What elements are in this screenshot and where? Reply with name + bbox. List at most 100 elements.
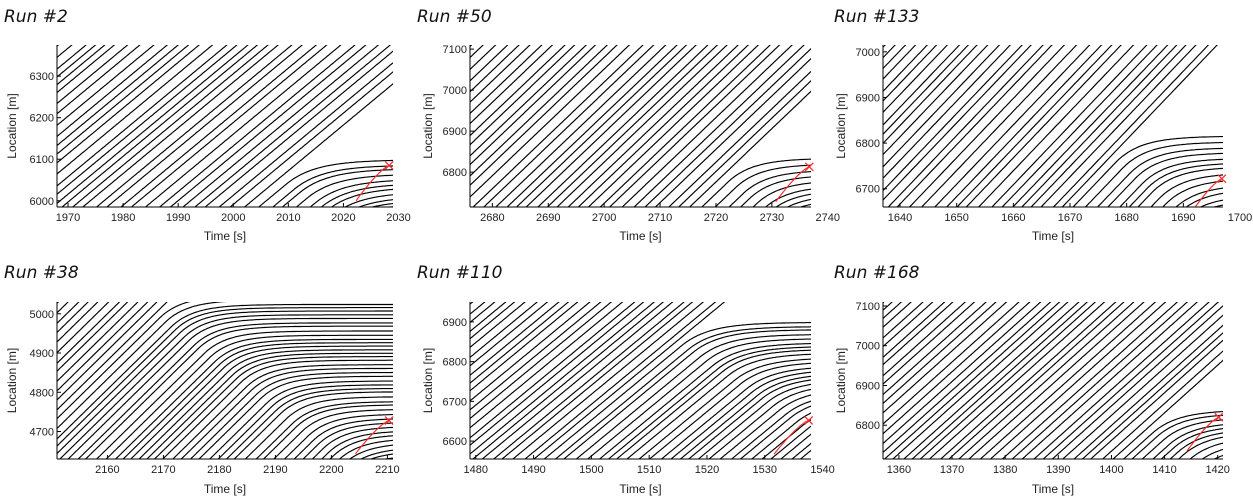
vehicle-trajectory	[138, 349, 393, 459]
vehicle-trajectory	[57, 302, 121, 365]
vehicle-trajectory	[688, 90, 811, 207]
vehicle-trajectory	[883, 45, 917, 80]
vehicle-trajectory	[1062, 314, 1223, 459]
y-tick-label: 6200	[30, 113, 54, 125]
vehicle-trajectory	[120, 45, 318, 207]
vehicle-trajectory	[883, 45, 1032, 201]
y-tick-label: 7100	[443, 44, 467, 56]
vehicle-trajectory	[633, 45, 805, 207]
vehicle-trajectory	[1189, 442, 1223, 459]
vehicle-trajectory	[57, 45, 180, 147]
x-tick-label: 1410	[1152, 464, 1176, 476]
vehicle-trajectory	[1096, 147, 1223, 207]
vehicle-trajectory	[105, 334, 393, 459]
vehicle-trajectory	[1152, 424, 1223, 459]
x-tick-label: 1360	[887, 464, 911, 476]
vehicle-trajectory	[687, 379, 811, 459]
vehicle-trajectory	[587, 45, 760, 207]
vehicle-trajectory	[295, 174, 393, 207]
crash-marker	[804, 415, 814, 425]
vehicle-trajectory	[470, 45, 554, 125]
x-tick-label: 1640	[888, 212, 912, 224]
vehicle-trajectory	[977, 45, 1135, 207]
vehicle-trajectory	[470, 302, 526, 349]
vehicle-trajectory	[1175, 187, 1223, 207]
vehicle-trajectory	[281, 169, 393, 207]
vehicle-trajectory	[470, 302, 570, 384]
vehicle-trajectory	[567, 45, 739, 207]
vehicle-trajectory	[1213, 454, 1223, 459]
vehicle-trajectory	[158, 45, 356, 207]
vehicle-trajectory	[129, 345, 393, 459]
vehicle-trajectory	[1030, 45, 1187, 207]
x-tick-label: 2200	[319, 464, 343, 476]
vehicle-trajectory	[161, 359, 393, 459]
x-tick-label: 2180	[207, 464, 231, 476]
vehicle-trajectory	[57, 303, 393, 440]
plot-area	[57, 302, 393, 459]
vehicle-trajectory	[470, 302, 613, 420]
x-tick-label: 1530	[753, 464, 777, 476]
vehicle-trajectory	[599, 45, 771, 207]
vehicle-trajectory	[1199, 199, 1223, 207]
vehicle-trajectory	[798, 203, 811, 207]
x-tick-label: 1400	[1099, 464, 1123, 476]
vehicle-trajectory	[546, 45, 719, 207]
vehicle-trajectory	[958, 302, 1135, 459]
x-tick-label: 1660	[1001, 212, 1025, 224]
x-tick-label: 1650	[944, 212, 968, 224]
vehicle-trajectory	[204, 50, 393, 207]
x-tick-label: 2020	[331, 212, 355, 224]
vehicle-trajectory	[668, 70, 811, 207]
vehicle-trajectory	[1150, 174, 1223, 207]
vehicle-trajectory	[57, 302, 129, 373]
vehicle-trajectory	[934, 45, 1091, 207]
vehicle-trajectory	[57, 302, 191, 420]
vehicle-trajectory	[883, 45, 961, 126]
vehicle-trajectory	[172, 364, 393, 459]
vehicle-trajectory	[1107, 152, 1223, 207]
vehicle-trajectory	[1169, 432, 1223, 459]
vehicle-trajectory	[1177, 436, 1223, 459]
vehicle-trajectory	[945, 45, 1103, 207]
vehicle-trajectory	[1201, 448, 1223, 459]
vehicle-trajectory	[626, 353, 811, 459]
crash-marker	[384, 416, 394, 425]
vehicle-trajectory	[146, 352, 393, 459]
vehicle-trajectory	[470, 45, 509, 82]
crash-marker	[804, 162, 814, 172]
vehicle-trajectory	[57, 45, 116, 94]
vehicle-trajectory	[321, 431, 393, 459]
vehicle-trajectory	[1112, 359, 1223, 459]
vehicle-trajectory	[677, 80, 811, 207]
panel-5: Run #110 1480 1490 1500 1510 1520 1530 1540 6600…	[417, 263, 835, 496]
vehicle-trajectory	[515, 45, 688, 207]
y-tick-label: 4700	[30, 427, 54, 439]
vehicle-trajectory	[470, 45, 484, 59]
crash-trajectory	[1194, 178, 1223, 207]
vehicle-trajectory	[338, 439, 393, 459]
vehicle-trajectory	[57, 302, 99, 343]
y-tick-label: 6700	[443, 396, 467, 408]
vehicle-trajectory	[77, 322, 393, 459]
vehicle-trajectory	[57, 302, 168, 411]
vehicle-trajectory	[470, 45, 576, 146]
x-tick-label: 2210	[375, 464, 399, 476]
vehicle-trajectory	[470, 302, 591, 402]
vehicle-trajectory	[533, 302, 726, 459]
vehicle-trajectory	[896, 45, 1053, 207]
vehicle-trajectory	[1162, 180, 1223, 207]
vehicle-trajectory	[492, 302, 685, 459]
panel-1: Run #2 1970 1980 1990 2000 2010 2020 2030 6000 61…	[4, 7, 411, 243]
vehicle-trajectory	[1101, 350, 1223, 459]
vehicle-trajectory	[883, 302, 1008, 414]
x-tick-label: 1680	[1114, 212, 1138, 224]
x-axis-label: Time [s]	[1032, 229, 1074, 243]
vehicle-trajectory	[229, 71, 393, 207]
vehicle-trajectory	[311, 426, 393, 459]
vehicle-trajectory	[506, 45, 678, 207]
vehicle-trajectory	[57, 45, 190, 155]
vehicle-trajectory	[1001, 302, 1179, 459]
vehicle-trajectory	[750, 412, 811, 459]
vehicle-trajectory	[1122, 410, 1223, 459]
